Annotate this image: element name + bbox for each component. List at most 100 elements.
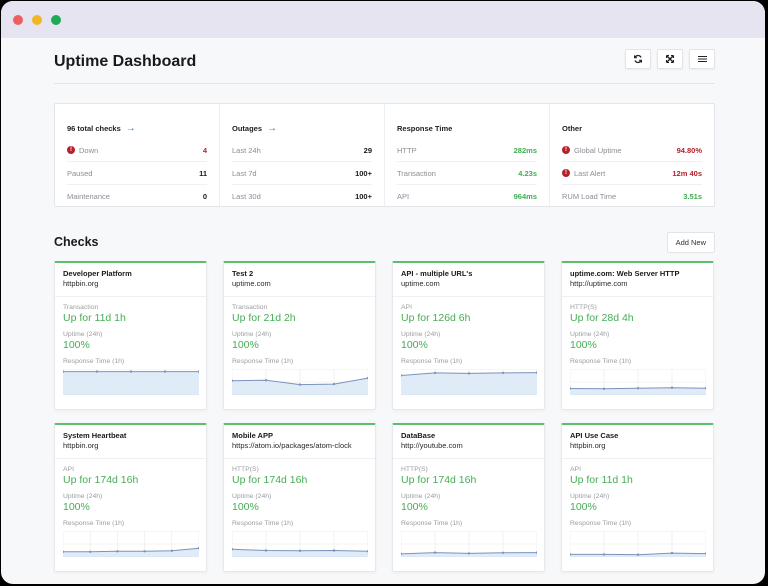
check-type: HTTP(S) [232,466,259,473]
check-card[interactable]: API Use Case httpbin.org API Up for 11d 1h U… [561,423,714,572]
check-url: httpbin.org [570,441,606,450]
row-value: 29 [363,145,372,155]
expand-icon [665,54,675,64]
main-content: Uptime Dashboard 96 total checks → [54,38,715,572]
response-time-chart [568,531,708,557]
summary-label: ! Last Alert [562,169,605,178]
summary-label: ! Down [67,146,98,155]
menu-button[interactable] [689,49,715,69]
card-body: API Up for 126d 6h Uptime (24h) 100% Respons… [393,297,544,400]
check-status: Up for 126d 6h [401,312,471,324]
check-card[interactable]: Mobile APP https://atom.io/packages/atom-… [223,423,376,572]
row-value: 100+ [355,192,372,201]
card-header: DataBase http://youtube.com [393,425,544,459]
page-title: Uptime Dashboard [54,53,197,70]
check-url: http://uptime.com [570,279,628,288]
titlebar [1,1,765,38]
close-window-button[interactable] [13,14,23,25]
card-header: uptime.com: Web Server HTTP http://uptime… [562,263,713,297]
row-value: 4 [202,145,207,155]
response-time-label: Response Time (1h) [570,520,632,527]
response-time-label: Response Time (1h) [63,520,125,527]
maximize-window-button[interactable] [51,14,61,25]
uptime-label: Uptime (24h) [63,331,103,338]
fullscreen-button[interactable] [657,49,683,69]
refresh-icon [634,54,642,64]
card-body: Transaction Up for 11d 1h Uptime (24h) 100%… [55,297,206,400]
row-value: 94.80% [676,145,702,155]
row-label: Last 30d [232,192,261,201]
check-card[interactable]: DataBase http://youtube.com HTTP(S) Up for … [392,423,545,572]
uptime-label: Uptime (24h) [63,493,103,500]
page-header: Uptime Dashboard [54,39,715,84]
summary-row-paused[interactable]: Paused 11 [67,162,207,185]
add-new-button[interactable]: Add New [666,231,715,253]
checks-title: Checks [54,235,99,249]
summary-row-http: HTTP 282ms [397,139,537,162]
summary-title: Outages [232,123,263,133]
alert-icon: ! [562,169,570,177]
summary-row-last-alert: ! Last Alert 12m 40s [562,162,702,185]
response-time-chart [230,531,370,557]
summary-row-down[interactable]: ! Down 4 [67,139,207,162]
checks-header: Checks Add New [54,231,715,253]
card-body: API Up for 11d 1h Uptime (24h) 100% Response… [562,459,713,562]
check-type: API [570,466,581,473]
check-card[interactable]: API - multiple URL's uptime.com API Up for … [392,261,545,410]
card-body: API Up for 174d 16h Uptime (24h) 100% Respon… [55,459,206,562]
summary-label: ! Global Uptime [562,146,622,155]
check-name: Test 2 [232,269,254,278]
response-time-label: Response Time (1h) [401,520,463,527]
check-name: DataBase [401,431,436,440]
checks-grid: Developer Platform httpbin.org Transaction… [54,261,715,572]
check-url: http://youtube.com [401,441,463,450]
card-header: API Use Case httpbin.org [562,425,713,459]
uptime-label: Uptime (24h) [401,331,441,338]
check-status: Up for 174d 16h [63,474,139,486]
row-label: Transaction [397,168,436,178]
uptime-label: Uptime (24h) [570,331,610,338]
refresh-button[interactable] [625,49,651,69]
check-status: Up for 174d 16h [401,474,477,486]
uptime-label: Uptime (24h) [232,331,272,338]
row-label: Paused [67,168,93,178]
row-label: Global Uptime [574,145,622,155]
response-time-label: Response Time (1h) [232,358,294,365]
summary-row-last-24h: Last 24h 29 [232,139,372,162]
summary-row-last-30d: Last 30d 100+ [232,185,372,208]
check-type: Transaction [63,304,99,311]
check-url: uptime.com [232,279,271,288]
row-value: 100+ [355,168,372,178]
arrow-right-icon: → [125,122,136,134]
response-time-label: Response Time (1h) [401,358,463,365]
summary-title: Other [562,123,583,133]
row-label: API [397,192,410,201]
response-time-label: Response Time (1h) [232,520,294,527]
check-card[interactable]: uptime.com: Web Server HTTP http://uptime… [561,261,714,410]
minimize-window-button[interactable] [32,14,42,25]
check-url: httpbin.org [63,441,99,450]
outages-link[interactable]: Outages → [232,117,372,139]
check-card[interactable]: Developer Platform httpbin.org Transaction… [54,261,207,410]
row-value: 11 [199,168,207,178]
check-card[interactable]: System Heartbeat httpbin.org API Up for 174… [54,423,207,572]
card-header: Developer Platform httpbin.org [55,263,206,297]
row-label: RUM Load Time [562,192,617,201]
card-header: API - multiple URL's uptime.com [393,263,544,297]
alert-icon: ! [67,146,75,154]
uptime-value: 100% [401,501,428,513]
total-checks-link[interactable]: 96 total checks → [67,117,207,139]
response-time-chart [568,369,708,395]
response-time-label: Response Time (1h) [63,358,125,365]
summary-row-maintenance[interactable]: Maintenance 0 [67,185,207,208]
response-time-chart [61,531,201,557]
row-value: 3.51s [683,192,702,201]
check-card[interactable]: Test 2 uptime.com Transaction Up for 21d 2h… [223,261,376,410]
uptime-value: 100% [232,339,259,351]
summary-total-checks: 96 total checks → ! Down 4 Paused 11 Main… [55,104,220,206]
summary-row-global-uptime: ! Global Uptime 94.80% [562,139,702,162]
uptime-value: 100% [232,501,259,513]
arrow-right-icon: → [267,122,278,134]
uptime-value: 100% [63,501,90,513]
summary-row-last-7d: Last 7d 100+ [232,162,372,185]
